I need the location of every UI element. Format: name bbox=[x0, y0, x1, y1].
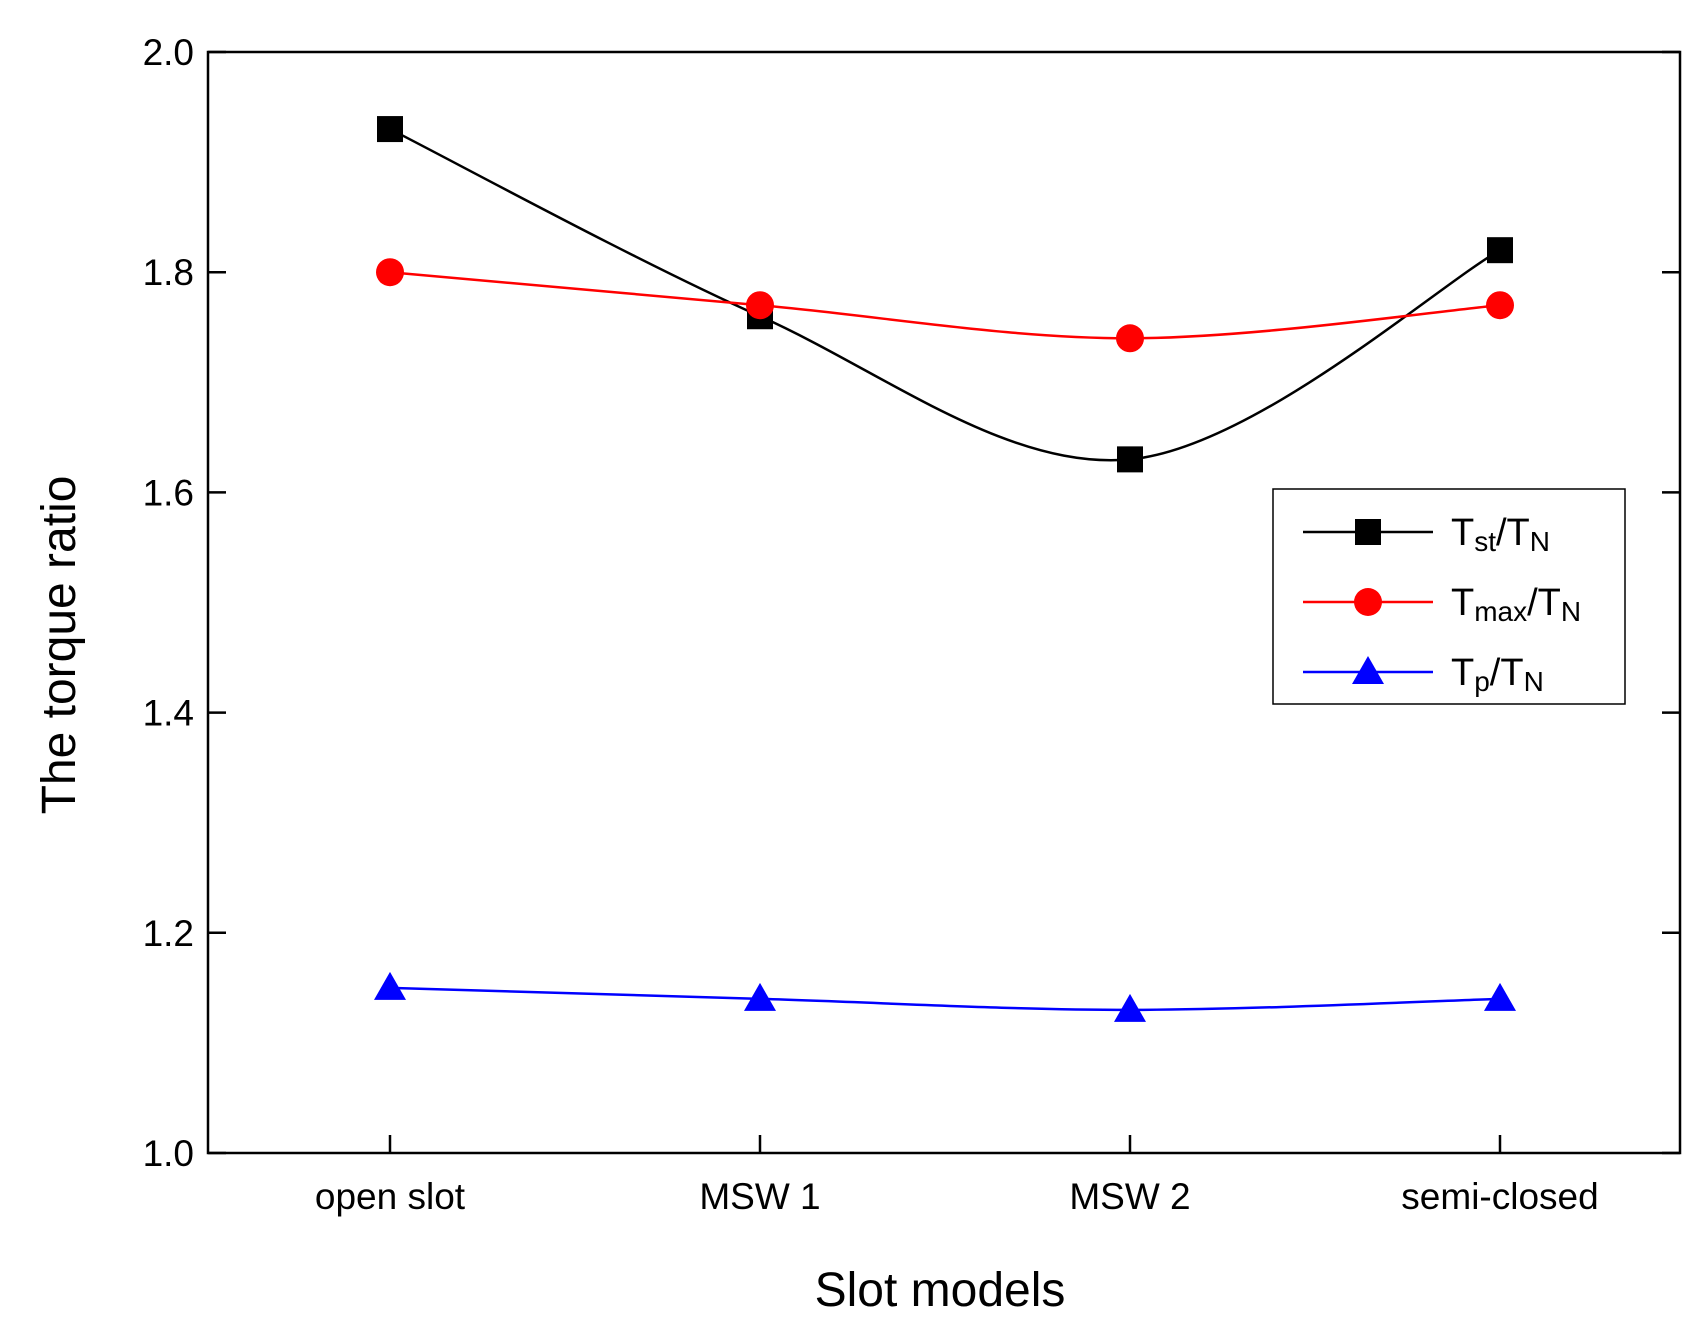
square-marker bbox=[1487, 237, 1513, 264]
square-marker bbox=[1117, 446, 1143, 473]
circle-marker bbox=[1486, 291, 1514, 320]
legend-label: Tmax/TN bbox=[1451, 582, 1581, 627]
legend-box bbox=[1272, 488, 1626, 705]
legend-label-part-2: max bbox=[1474, 596, 1527, 627]
legend-entry: Tmax/TN bbox=[1303, 582, 1581, 627]
legend-label-part-1: T bbox=[1451, 512, 1474, 554]
legend-entry: Tst/TN bbox=[1303, 512, 1550, 557]
triangle-marker bbox=[1484, 982, 1516, 1011]
legend-label: Tp/TN bbox=[1451, 652, 1544, 697]
legend-label-part-1: T bbox=[1451, 652, 1474, 694]
x-tick-label: semi-closed bbox=[1401, 1176, 1598, 1217]
series-2 bbox=[376, 258, 1514, 353]
legend-label-part-3: /T bbox=[1496, 512, 1530, 554]
y-tick-label: 1.6 bbox=[143, 472, 194, 513]
legend-label-part-3: /T bbox=[1527, 582, 1561, 624]
axes-layer bbox=[206, 50, 1682, 1155]
legend-entry: Tp/TN bbox=[1303, 652, 1544, 697]
y-tick-label: 1.8 bbox=[143, 252, 194, 293]
square-marker bbox=[377, 116, 403, 143]
ticks-layer: 1.0 1.2 1.4 1.6 1.8 2.0 open slot MSW 1 MSW 2 sem… bbox=[143, 32, 1680, 1217]
legend-label-part-2: st bbox=[1474, 526, 1496, 557]
triangle-marker bbox=[744, 982, 776, 1011]
circle-marker bbox=[746, 291, 774, 320]
series-line bbox=[389, 127, 1501, 462]
legend-square-marker bbox=[1355, 519, 1381, 545]
triangle-marker bbox=[1114, 993, 1146, 1022]
x-axis-title: Slot models bbox=[815, 1264, 1066, 1317]
y-tick-label: 1.2 bbox=[143, 913, 194, 954]
series-1 bbox=[377, 116, 1513, 473]
legend-label: Tst/TN bbox=[1451, 512, 1550, 557]
legend-label-part-1: T bbox=[1451, 582, 1474, 624]
plot-frame bbox=[206, 50, 1682, 1155]
legend-circle-marker bbox=[1354, 588, 1382, 616]
series-layer bbox=[374, 116, 1516, 1022]
legend-triangle-marker bbox=[1352, 656, 1384, 684]
series-line bbox=[389, 986, 1501, 1012]
x-tick-label: MSW 1 bbox=[699, 1176, 820, 1217]
legend-label-part-4: N bbox=[1530, 526, 1550, 557]
series-3 bbox=[374, 971, 1516, 1022]
y-tick-label: 2.0 bbox=[143, 32, 194, 73]
circle-marker bbox=[1116, 324, 1144, 353]
legend-label-part-4: N bbox=[1524, 666, 1544, 697]
y-tick-label: 1.0 bbox=[143, 1133, 194, 1174]
legend-label-part-4: N bbox=[1561, 596, 1581, 627]
legend-label-part-2: p bbox=[1474, 666, 1490, 697]
x-tick-label: open slot bbox=[315, 1176, 466, 1217]
triangle-marker bbox=[374, 971, 406, 1000]
y-tick-label: 1.4 bbox=[143, 693, 194, 734]
y-axis-title: The torque ratio bbox=[33, 476, 86, 815]
legend-label-part-3: /T bbox=[1490, 652, 1524, 694]
series-line bbox=[389, 270, 1501, 340]
circle-marker bbox=[376, 258, 404, 287]
x-tick-label: MSW 2 bbox=[1069, 1176, 1190, 1217]
